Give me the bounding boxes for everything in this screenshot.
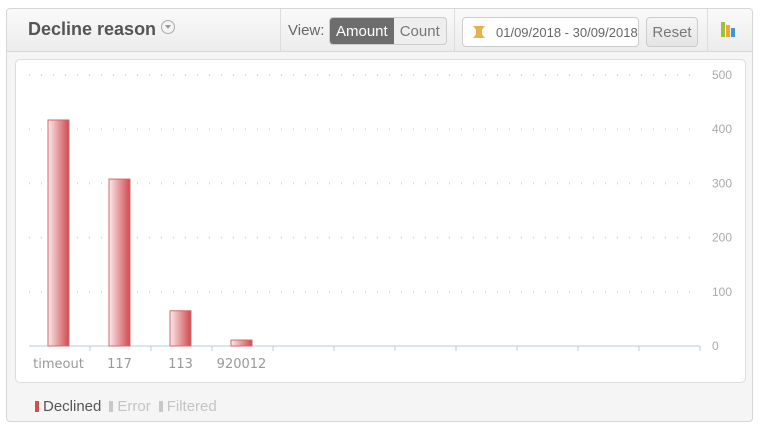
date-range-picker[interactable]: 01/09/2018 - 30/09/2018 bbox=[462, 17, 639, 47]
bar-113 bbox=[169, 310, 192, 347]
view-toggle: Amount Count bbox=[329, 17, 447, 45]
y-tick-label: 500 bbox=[712, 68, 732, 82]
chart-area: 0 100 200 300 400 500 timeout 117 113 920012 bbox=[15, 59, 746, 383]
legend-label: Declined bbox=[43, 398, 102, 415]
bar-timeout bbox=[47, 119, 70, 347]
y-tick-label: 300 bbox=[712, 176, 732, 190]
x-tick-label: 117 bbox=[107, 357, 132, 372]
y-tick-label: 400 bbox=[712, 122, 732, 136]
x-tick-label: 113 bbox=[168, 357, 193, 372]
decline-reason-widget: Decline reason View: Amount Count 01/09/… bbox=[6, 8, 753, 422]
legend-label: Error bbox=[117, 398, 151, 415]
chevron-down-icon[interactable] bbox=[161, 20, 176, 34]
divider bbox=[280, 9, 281, 51]
widget-title: Decline reason bbox=[28, 19, 176, 40]
legend-item-declined[interactable]: Declined bbox=[35, 398, 101, 415]
divider bbox=[707, 9, 708, 51]
y-tick-label: 200 bbox=[712, 231, 732, 245]
view-count-button[interactable]: Count bbox=[399, 23, 440, 40]
legend-swatch bbox=[158, 401, 163, 412]
reset-button[interactable]: Reset bbox=[646, 17, 698, 47]
view-amount-button[interactable]: Amount bbox=[330, 18, 394, 44]
calendar-icon bbox=[473, 26, 485, 38]
x-tick-label: 920012 bbox=[217, 357, 267, 372]
legend-label: Filtered bbox=[166, 398, 217, 415]
y-tick-label: 100 bbox=[712, 285, 732, 299]
bar-chart-icon[interactable] bbox=[720, 20, 738, 38]
x-tick-label: timeout bbox=[33, 357, 84, 372]
divider bbox=[454, 9, 455, 51]
bar-117 bbox=[108, 178, 131, 347]
legend-swatch bbox=[35, 401, 39, 412]
legend: Declined Error Filtered bbox=[35, 398, 217, 415]
legend-item-error[interactable]: Error bbox=[109, 398, 151, 415]
legend-item-filtered[interactable]: Filtered bbox=[158, 398, 217, 415]
date-range-text: 01/09/2018 - 30/09/2018 bbox=[496, 25, 638, 40]
widget-header: Decline reason View: Amount Count 01/09/… bbox=[7, 9, 752, 52]
bar-chart: 0 100 200 300 400 500 timeout 117 113 920012 bbox=[29, 68, 732, 372]
bar-920012 bbox=[230, 339, 253, 347]
view-label: View: bbox=[288, 22, 325, 39]
legend-swatch bbox=[109, 401, 114, 412]
y-tick-label: 0 bbox=[712, 339, 719, 353]
title-text: Decline reason bbox=[28, 19, 157, 39]
